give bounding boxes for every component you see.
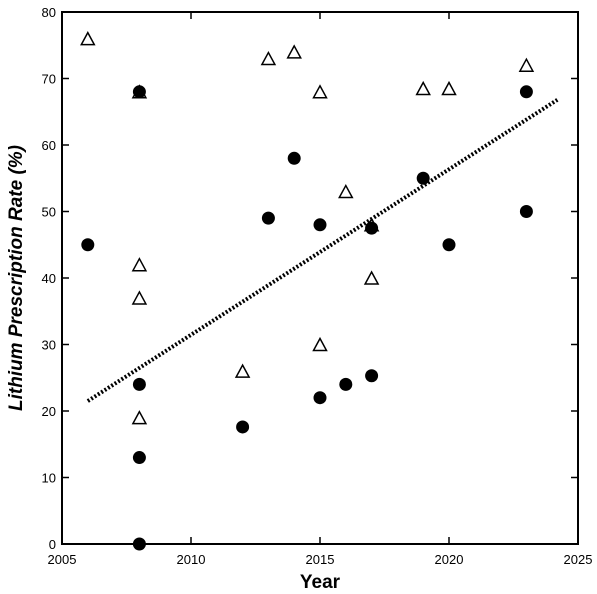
x-tick-label: 2010 (177, 552, 206, 567)
data-point-circle (416, 171, 430, 185)
data-point-triangle (80, 31, 96, 46)
y-tick-label: 0 (49, 537, 56, 552)
data-point-circle (261, 211, 275, 225)
trend-line (86, 98, 559, 403)
data-point-circle (81, 238, 95, 252)
x-tick-label: 2015 (306, 552, 335, 567)
data-point-circle (132, 85, 146, 99)
data-point-triangle (286, 44, 302, 59)
y-axis: 0 10 20 30 40 50 60 70 80 (42, 5, 578, 552)
data-point-circle (442, 238, 456, 252)
y-tick-label: 70 (42, 72, 56, 87)
data-point-circle (313, 218, 327, 232)
x-tick-label: 2025 (564, 552, 593, 567)
data-point-circle (132, 537, 146, 551)
data-point-triangle (131, 410, 148, 425)
data-point-circle (287, 151, 301, 165)
data-point-circle (313, 391, 327, 405)
data-point-triangle (363, 217, 380, 232)
data-point-triangle (312, 84, 328, 99)
y-tick-label: 30 (42, 338, 56, 353)
data-point-circle (519, 85, 533, 99)
data-point-circle (339, 377, 353, 391)
data-point-circle (236, 420, 250, 434)
y-tick-label: 80 (42, 5, 56, 20)
data-point-triangle (415, 80, 431, 96)
data-point-triangle (338, 183, 354, 199)
data-markers (80, 31, 535, 551)
data-point-circle (519, 205, 533, 218)
y-tick-label: 20 (42, 404, 56, 419)
x-axis: 2005 2010 2015 2020 2025 (48, 12, 593, 567)
data-point-circle (132, 377, 146, 391)
data-point-triangle (518, 57, 535, 72)
y-tick-label: 50 (42, 205, 56, 220)
data-point-triangle (363, 270, 380, 285)
x-tick-label: 2020 (435, 552, 464, 567)
x-axis-title: Year (300, 572, 341, 593)
data-point-triangle (441, 80, 457, 96)
x-tick-label: 2005 (48, 552, 77, 567)
y-axis-title: Lithium Prescription Rate (%) (6, 145, 27, 411)
y-tick-label: 10 (42, 471, 56, 486)
data-point-circle (132, 451, 146, 465)
data-point-triangle (260, 50, 277, 66)
y-tick-label: 60 (42, 138, 56, 153)
data-point-triangle (131, 257, 148, 272)
data-point-triangle (131, 290, 148, 305)
data-point-circle (365, 369, 379, 383)
data-point-triangle (234, 363, 251, 378)
y-tick-label: 40 (42, 271, 56, 286)
data-point-triangle (131, 84, 148, 99)
data-point-triangle (312, 336, 328, 352)
